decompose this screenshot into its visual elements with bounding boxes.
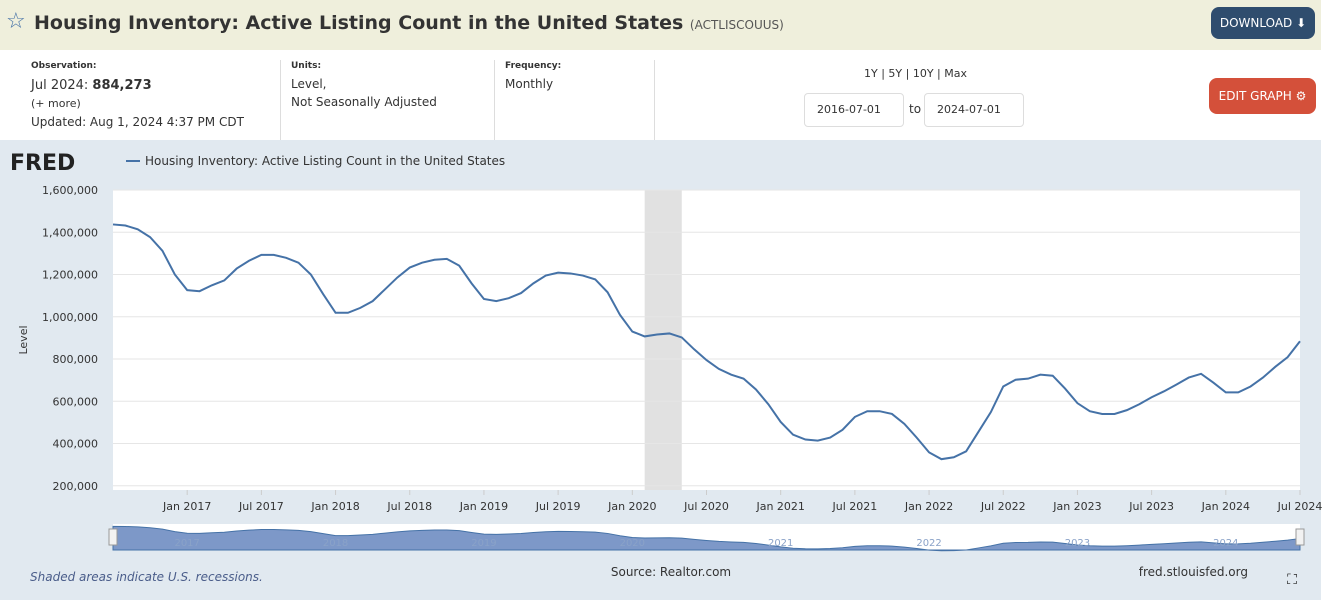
more-link[interactable]: (+ more) <box>31 97 81 110</box>
y-axis-label: Level <box>17 325 30 354</box>
x-tick-label: Jan 2021 <box>755 500 804 513</box>
x-tick-label: Jul 2020 <box>683 500 729 513</box>
label: Observation: <box>31 61 97 71</box>
title: Housing Inventory: Active Listing Count … <box>34 12 684 34</box>
x-tick-label: Jan 2018 <box>310 500 359 513</box>
plot-area <box>113 190 1300 490</box>
recession-note: Shaded areas indicate U.S. recessions. <box>30 570 263 584</box>
start-date[interactable]: 2016-07-01 <box>804 93 904 127</box>
star-icon[interactable]: ☆ <box>6 9 26 34</box>
line <box>112 223 1301 461</box>
x-tick-label: Jan 2017 <box>162 500 211 513</box>
navigator-area <box>112 525 1301 552</box>
label: Units: <box>291 61 322 71</box>
x-tick-label: Jan 2020 <box>607 500 656 513</box>
navigator-handle[interactable] <box>1295 528 1305 546</box>
edit-graph-button[interactable]: EDIT GRAPH <box>1218 89 1292 103</box>
legend-label: Housing Inventory: Active Listing Count … <box>145 154 505 168</box>
x-tick-label: Jul 2017 <box>238 500 284 513</box>
recession-band <box>644 190 682 490</box>
logo: FRED <box>10 151 75 176</box>
x-tick-label: Jul 2018 <box>386 500 432 513</box>
obs-date: Jul 2024: <box>31 78 89 93</box>
navigator-label: 2023 <box>1065 538 1090 549</box>
x-tick-label: Jan 2024 <box>1201 500 1250 513</box>
y-tick-label: 600,000 <box>53 395 99 408</box>
x-tick-label: Jul 2022 <box>980 500 1026 513</box>
fullscreen-icon[interactable]: ⛶ <box>1287 572 1297 588</box>
obs-value: 884,273 <box>92 78 152 93</box>
download-button[interactable]: DOWNLOAD <box>1219 16 1293 30</box>
series-id: (ACTLISCOUUS) <box>689 18 784 32</box>
x-tick-label: Jul 2024 <box>1277 500 1323 513</box>
y-tick-label: 800,000 <box>53 353 99 366</box>
label: Frequency: <box>505 61 562 71</box>
navigator-label: 2021 <box>768 538 793 549</box>
updated: Updated: Aug 1, 2024 4:37 PM CDT <box>31 115 244 129</box>
x-tick-label: Jul 2023 <box>1128 500 1174 513</box>
x-tick-label: Jul 2021 <box>831 500 877 513</box>
to: to <box>909 102 922 116</box>
y-tick-label: 400,000 <box>53 438 99 451</box>
units: Not Seasonally Adjusted <box>291 95 437 109</box>
x-tick-label: Jan 2019 <box>459 500 508 513</box>
frequency: Monthly <box>505 77 554 91</box>
navigator-label: 2024 <box>1213 538 1238 549</box>
source: Source: Realtor.com <box>611 565 731 579</box>
navigator-label: 2019 <box>471 538 496 549</box>
site: fred.stlouisfed.org <box>1139 565 1248 579</box>
y-tick-label: 1,000,000 <box>42 311 98 324</box>
separator <box>654 60 655 140</box>
navigator-label: 2017 <box>174 538 199 549</box>
units: Level, <box>291 77 327 91</box>
navigator-label: 2018 <box>323 538 348 549</box>
x-tick-label: Jul 2019 <box>535 500 581 513</box>
range-links[interactable]: 1Y | 5Y | 10Y | Max <box>864 67 967 80</box>
end-date[interactable]: 2024-07-01 <box>924 93 1024 127</box>
separator <box>494 60 495 140</box>
navigator-handle[interactable] <box>108 528 118 546</box>
navigator-label: 2022 <box>916 538 941 549</box>
navigator-label: 2020 <box>620 538 645 549</box>
x-tick-label: Jan 2022 <box>904 500 953 513</box>
chart: FRED Housing Inventory: Active Listing C… <box>0 140 1323 600</box>
y-tick-label: 1,600,000 <box>42 184 98 197</box>
y-tick-label: 200,000 <box>53 480 99 493</box>
separator <box>280 60 281 140</box>
header: ☆ Housing Inventory: Active Listing Coun… <box>0 0 1321 50</box>
y-tick-label: 1,200,000 <box>42 269 98 282</box>
x-tick-label: Jan 2023 <box>1052 500 1101 513</box>
y-tick-label: 1,400,000 <box>42 226 98 239</box>
